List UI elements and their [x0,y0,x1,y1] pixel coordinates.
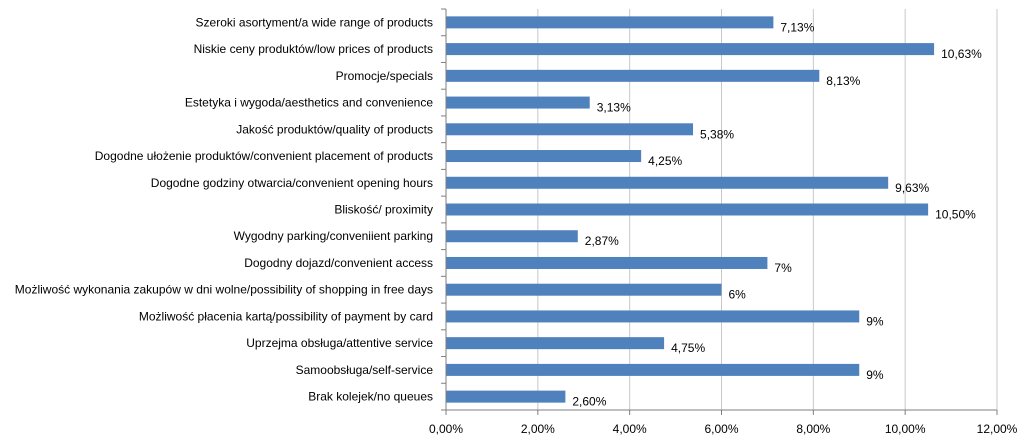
bar [446,337,665,350]
data-label: 7,13% [780,20,814,34]
bar [446,230,578,243]
bar [446,363,860,376]
data-label: 9% [866,368,884,382]
category-label: Samoobsługa/self-service [296,363,434,377]
x-tick-label: 8,00% [796,422,830,436]
data-label: 4,25% [648,154,682,168]
category-label: Niskie ceny produktów/low prices of prod… [194,42,433,56]
category-label: Możliwość płacenia kartą/possibility of … [139,309,433,323]
x-tick-label: 12,00% [977,422,1018,436]
bar [446,96,590,109]
data-label: 2,60% [572,395,606,409]
bar [446,390,566,403]
category-label: Dogodne ułożenie produktów/convenient pl… [95,149,433,163]
bar [446,203,929,216]
bar [446,256,768,269]
bar [446,123,694,136]
x-tick-label: 0,00% [429,422,463,436]
x-tick-label: 2,00% [521,422,555,436]
data-label: 8,13% [826,74,860,88]
category-label: Promocje/specials [336,69,433,83]
data-label: 4,75% [671,341,705,355]
data-label: 9% [866,314,884,328]
x-tick-label: 6,00% [704,422,738,436]
data-label: 6% [729,288,747,302]
bar [446,176,889,189]
category-label: Dogodny dojazd/convenient access [244,256,433,270]
bar [446,310,860,323]
bar [446,16,774,29]
category-label: Możliwość wykonania zakupów w dni wolne/… [15,283,433,297]
data-label: 10,50% [935,208,976,222]
data-label: 5,38% [700,127,734,141]
data-label: 9,63% [895,181,929,195]
x-tick-label: 4,00% [613,422,647,436]
axes [441,8,998,415]
category-label: Brak kolejek/no queues [308,390,433,404]
bars [446,16,935,403]
data-label: 3,13% [597,101,631,115]
data-label: 10,63% [941,47,982,61]
category-label: Dogodne godziny otwarcia/convenient open… [151,176,433,190]
bar [446,150,642,163]
category-label: Jakość produktów/quality of products [236,122,433,136]
category-label: Szeroki asortyment/a wide range of produ… [196,15,433,29]
category-label: Wygodny parking/conveniient parking [234,229,433,243]
category-label: Uprzejma obsługa/attentive service [246,336,433,350]
category-label: Bliskość/ proximity [334,203,433,217]
data-label: 7% [774,261,792,275]
bar [446,43,935,56]
bar [446,283,722,296]
bar [446,69,820,82]
labels: 0,00% 2,00% 4,00% 6,00% 8,00% 10,00% 12,00% Sze… [15,15,1018,436]
x-tick-label: 10,00% [885,422,926,436]
category-label: Estetyka i wygoda/aesthetics and conveni… [185,96,433,110]
data-label: 2,87% [585,234,619,248]
